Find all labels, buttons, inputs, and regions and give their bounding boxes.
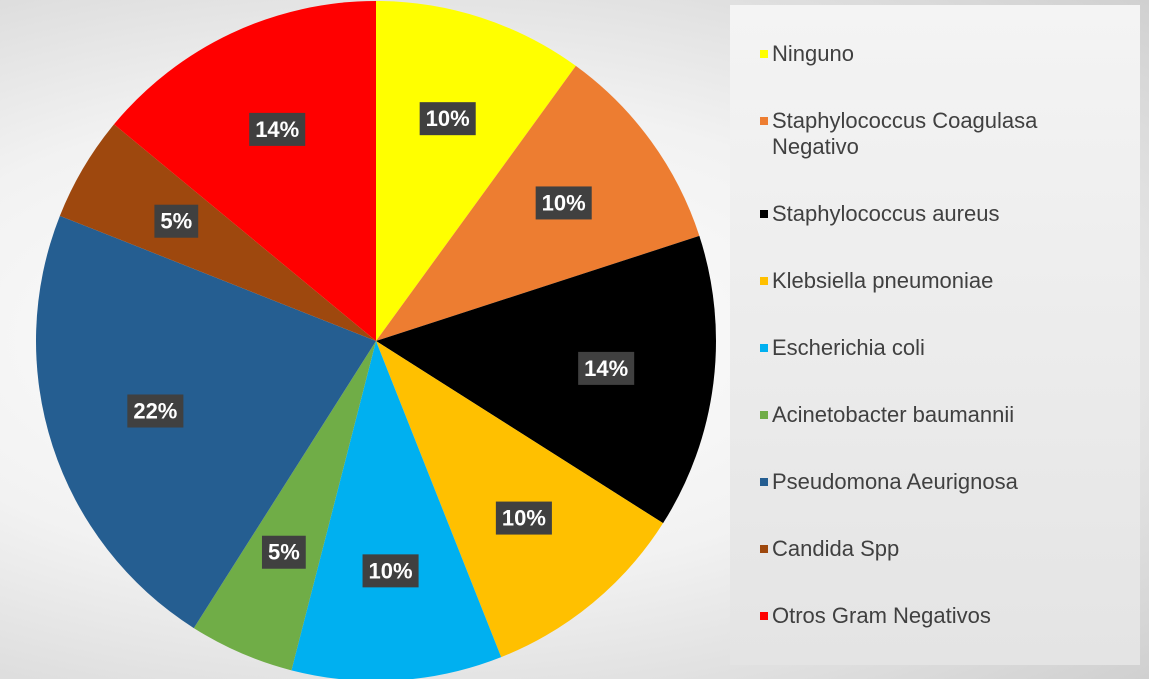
legend-item: Klebsiella pneumoniae	[760, 268, 1130, 294]
data-label-box	[127, 394, 184, 428]
legend-label: Staphylococcus Coagulasa Negativo	[772, 108, 1038, 159]
legend-swatch	[760, 612, 768, 620]
data-label-box	[261, 535, 306, 569]
legend-item: Pseudomona Aeurignosa	[760, 469, 1130, 495]
legend-swatch	[760, 478, 768, 486]
legend-item: Ninguno	[760, 41, 1130, 67]
legend-item: Escherichia coli	[760, 335, 1130, 361]
pie-slice	[36, 215, 377, 629]
legend-label: Escherichia coli	[772, 335, 925, 360]
pie-slice	[291, 341, 502, 679]
data-label-box	[535, 186, 592, 220]
data-label: 14%	[584, 356, 628, 381]
data-label-box	[419, 102, 476, 136]
data-label-box	[578, 351, 635, 385]
legend-label: Ninguno	[772, 41, 854, 66]
legend-label: Klebsiella pneumoniae	[772, 268, 994, 293]
legend-swatch	[760, 545, 768, 553]
pie-slice	[376, 235, 716, 524]
data-label-box	[154, 204, 199, 238]
data-label-box	[249, 112, 306, 146]
legend-label: Otros Gram Negativos	[772, 603, 991, 628]
legend-item: Staphylococcus aureus	[760, 201, 1130, 227]
legend-label: Staphylococcus aureus	[772, 201, 1000, 226]
legend-swatch	[760, 117, 768, 125]
pie-slice	[59, 124, 376, 341]
legend-item: Otros Gram Negativos	[760, 603, 1130, 629]
legend-label: Candida Spp	[772, 536, 900, 561]
data-label: 14%	[255, 117, 299, 142]
data-label: 10%	[426, 106, 470, 131]
legend-item: Staphylococcus Coagulasa Negativo	[760, 108, 1130, 160]
pie-slice	[193, 341, 376, 671]
pie-slice	[376, 1, 576, 341]
data-label: 5%	[268, 540, 300, 565]
legend-label: Pseudomona Aeurignosa	[772, 469, 1018, 494]
data-label-box	[495, 501, 552, 535]
data-label: 10%	[502, 506, 546, 531]
data-label: 10%	[542, 190, 586, 215]
legend-swatch	[760, 344, 768, 352]
legend-swatch	[760, 277, 768, 285]
legend-item: Candida Spp	[760, 536, 1130, 562]
data-label: 22%	[133, 399, 177, 424]
data-label-box	[362, 554, 419, 588]
data-label: 5%	[160, 209, 192, 234]
legend-swatch	[760, 411, 768, 419]
pie-slice	[114, 1, 376, 341]
legend-swatch	[760, 50, 768, 58]
pie-area: 10% 10% 14% 10% 10% 5% 22% 5% 14%	[36, 1, 716, 679]
legend-label: Acinetobacter baumannii	[772, 402, 1015, 427]
pie-slice	[376, 341, 664, 658]
legend-swatch	[760, 210, 768, 218]
legend-item: Acinetobacter baumannii	[760, 402, 1130, 428]
legend: Ninguno Staphylococcus Coagulasa Negativo…	[730, 5, 1140, 665]
data-label: 10%	[369, 558, 413, 583]
